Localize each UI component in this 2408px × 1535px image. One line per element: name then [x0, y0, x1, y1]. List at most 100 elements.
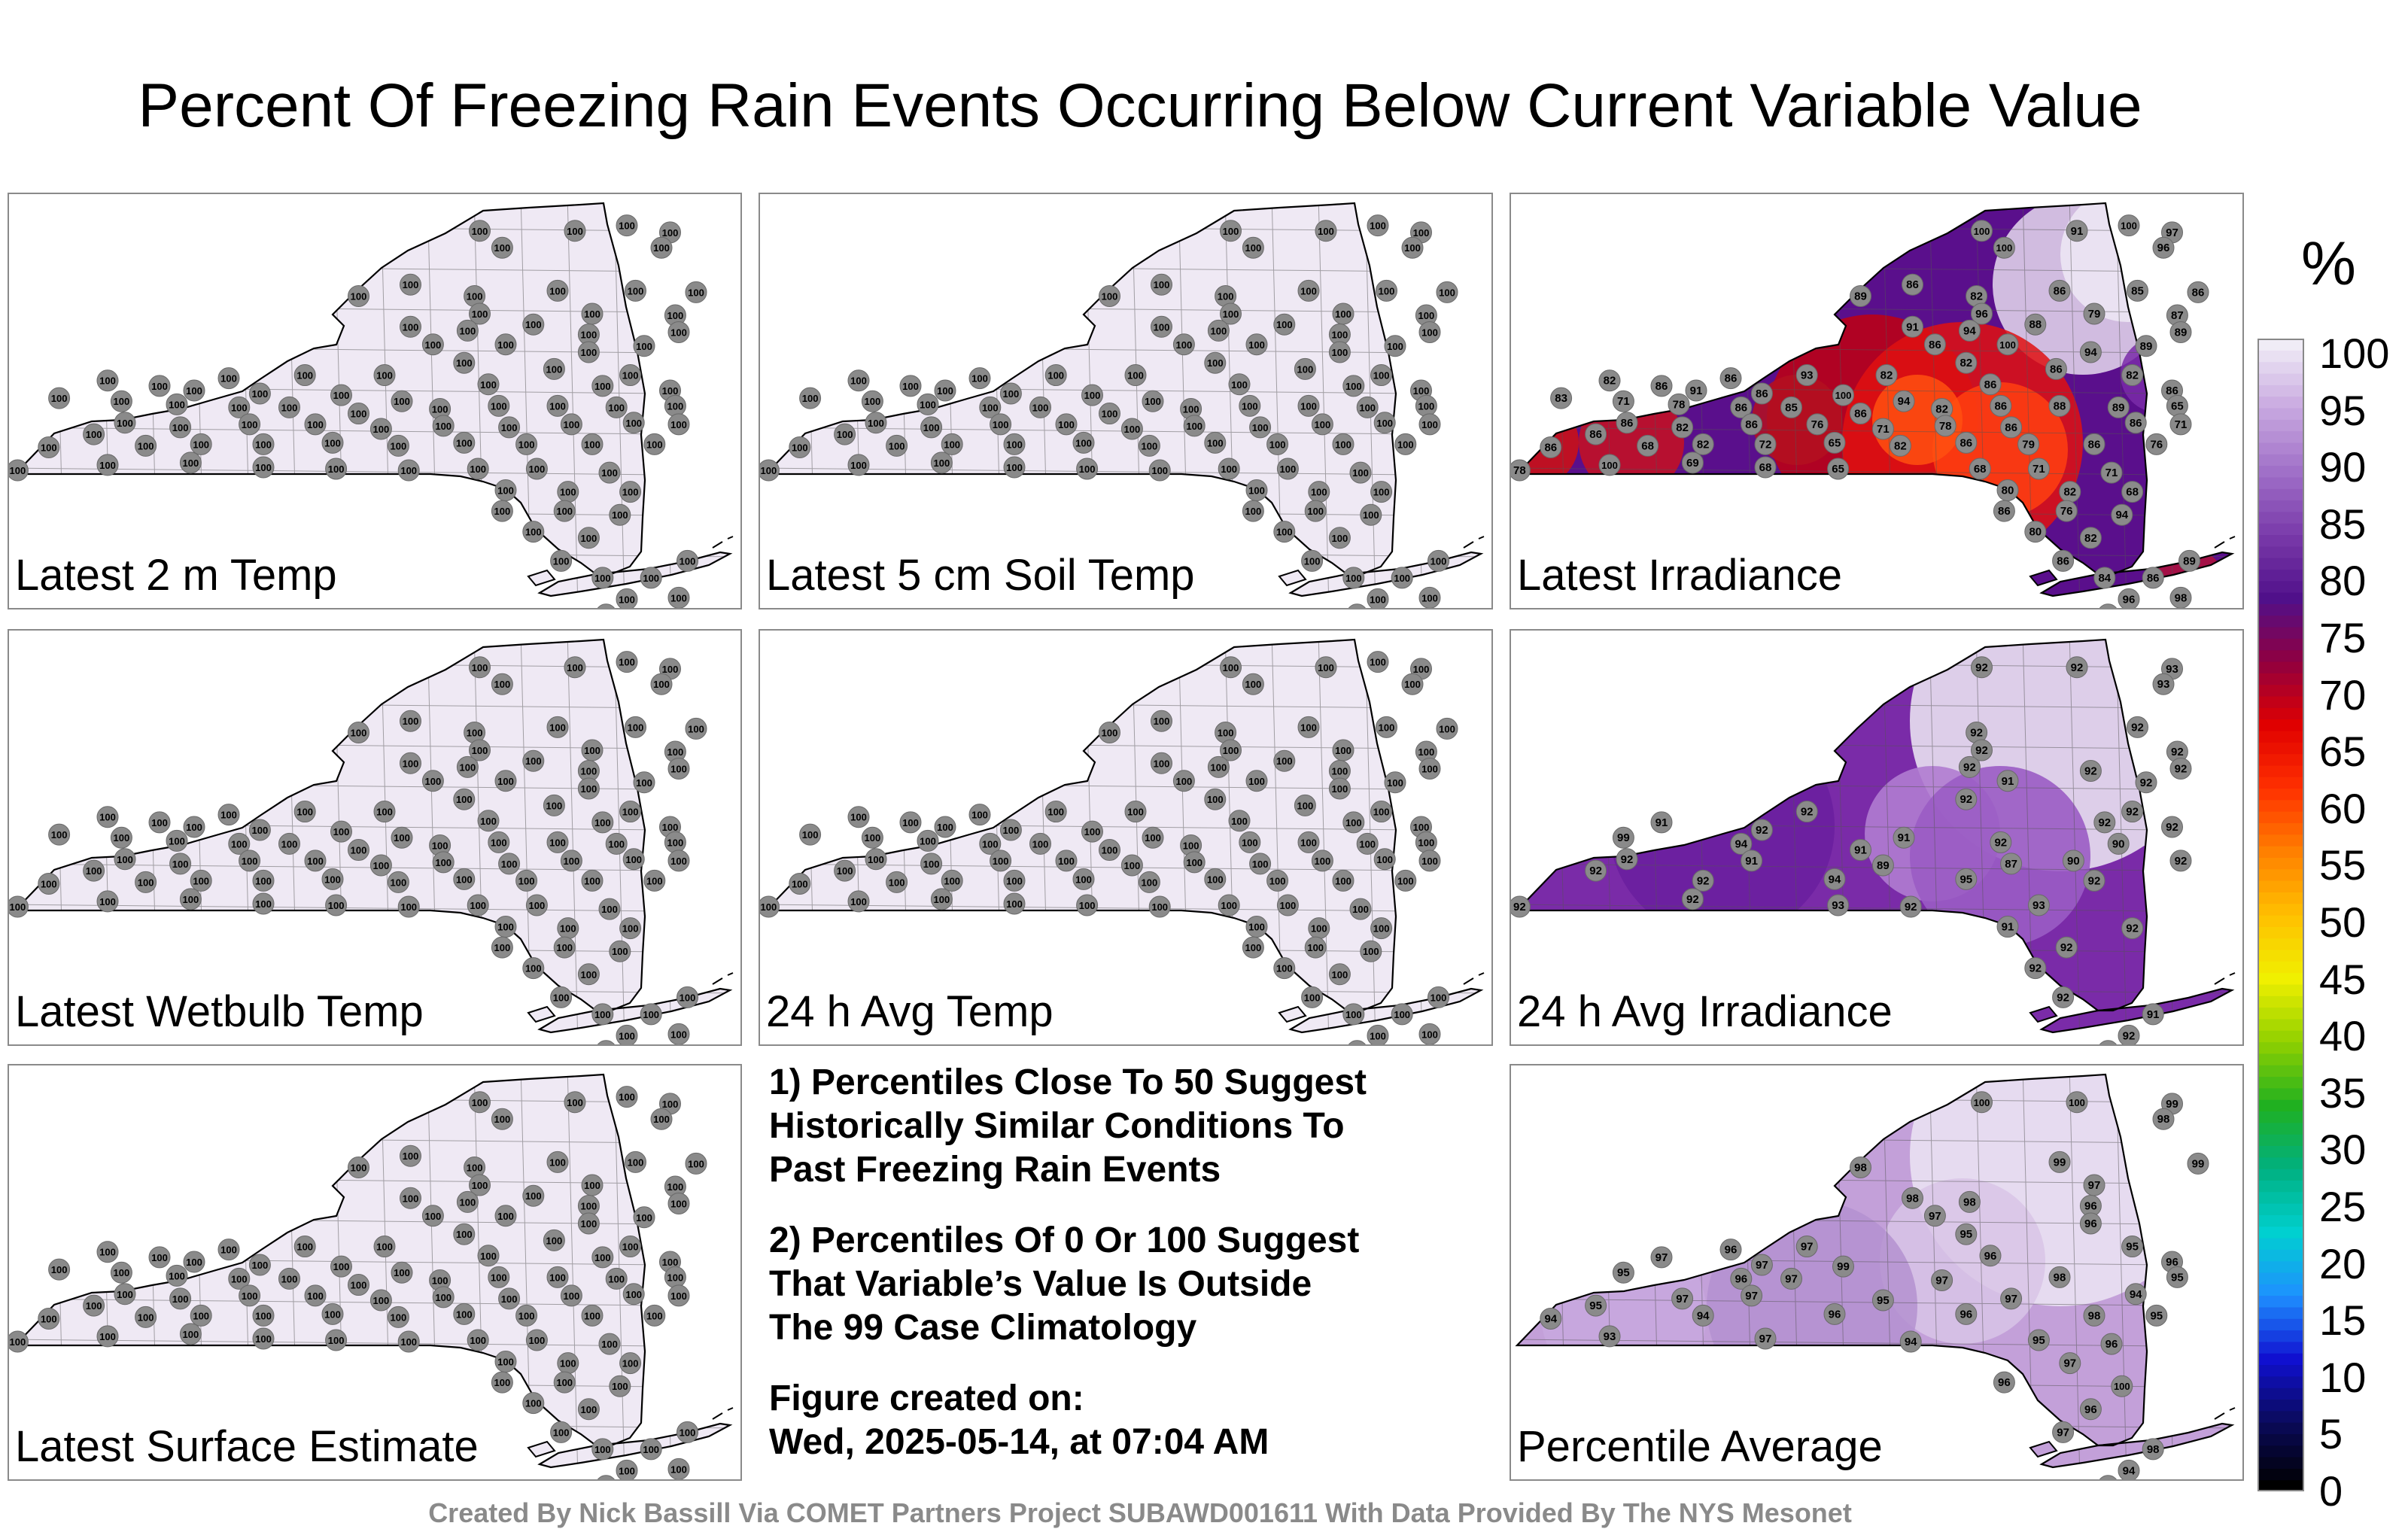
station-marker: 100 — [169, 1287, 192, 1310]
station-marker: 96 — [2079, 1398, 2102, 1421]
station-marker: 100 — [1332, 302, 1354, 325]
station-marker: 100 — [179, 1323, 202, 1345]
station-value: 100 — [1335, 875, 1351, 886]
colorbar-tick-label: 75 — [2319, 614, 2367, 661]
station-value: 100 — [1145, 396, 1161, 407]
station-marker: 100 — [348, 403, 369, 425]
panel-24h-avg-irradiance: 92 92 93 93 92 92 92 92 92 92 92 92 91 92 92 92 92 91 92 91… — [1510, 629, 2244, 1046]
station-value: 78 — [1673, 398, 1686, 411]
station-marker: 91 — [2142, 1003, 2164, 1026]
station-marker: 100 — [321, 1302, 344, 1325]
station-value: 100 — [1186, 421, 1202, 432]
station-marker: 96 — [1823, 1302, 1846, 1325]
station-value: 100 — [556, 506, 573, 517]
station-marker: 100 — [1099, 285, 1120, 307]
colorbar-tick-label: 60 — [2319, 784, 2367, 832]
station-marker: 100 — [1328, 341, 1351, 363]
station-value: 100 — [837, 429, 853, 440]
station-marker: 100 — [1207, 755, 1230, 778]
station-value: 100 — [1176, 339, 1193, 351]
station-marker: 100 — [920, 416, 943, 439]
station-marker: 82 — [1671, 416, 1694, 439]
station-value: 100 — [400, 465, 417, 476]
station-marker: 100 — [1356, 832, 1379, 855]
station-value: 100 — [220, 373, 237, 385]
station-value: 100 — [1300, 837, 1317, 848]
station-value: 100 — [850, 460, 867, 471]
station-value: 100 — [680, 992, 696, 1003]
station-value: 100 — [376, 807, 393, 818]
station-value: 100 — [802, 829, 819, 840]
station-value: 89 — [2175, 326, 2188, 339]
station-value: 99 — [2166, 1098, 2178, 1111]
station-marker: 86 — [1993, 500, 2015, 522]
station-value: 100 — [400, 901, 417, 913]
station-marker: 100 — [9, 459, 29, 482]
station-marker: 93 — [2152, 673, 2175, 695]
station-value: 100 — [1332, 783, 1348, 795]
station-marker: 100 — [135, 434, 157, 457]
station-value: 100 — [497, 485, 514, 497]
station-value: 94 — [2115, 509, 2128, 521]
station-marker: 100 — [190, 1304, 212, 1327]
station-marker: 100 — [515, 869, 538, 892]
station-value: 76 — [2060, 505, 2073, 518]
station-value: 100 — [525, 755, 542, 767]
station-marker: 100 — [1218, 894, 1240, 916]
station-value: 89 — [1854, 290, 1867, 303]
station-value: 98 — [2054, 1271, 2066, 1284]
station-marker: 100 — [799, 387, 822, 409]
station-marker: 100 — [1360, 940, 1382, 962]
station-marker: 100 — [397, 459, 420, 482]
station-marker: 100 — [577, 341, 600, 363]
colorbar-step — [2258, 799, 2304, 812]
station-marker: 100 — [1376, 279, 1397, 302]
station-marker: 90 — [2062, 850, 2084, 872]
station-marker: 95 — [1955, 1223, 1978, 1245]
station-marker: 100 — [546, 716, 569, 738]
station-value: 86 — [1725, 372, 1738, 385]
station-value: 100 — [1006, 898, 1023, 910]
station-value: 100 — [480, 379, 497, 391]
station-marker: 100 — [1220, 302, 1242, 325]
station-marker: 100 — [1297, 394, 1320, 417]
colorbar-step — [2258, 546, 2304, 558]
station-marker: 100 — [581, 739, 604, 761]
station-value: 100 — [1413, 227, 1430, 239]
station-marker: 86 — [1979, 373, 2002, 396]
station-value: 100 — [1280, 900, 1297, 911]
station-marker: 100 — [148, 811, 171, 834]
station-value: 100 — [670, 1198, 687, 1209]
station-value: 92 — [1589, 865, 1602, 877]
station-value: 86 — [1544, 441, 1557, 454]
note-line: Figure created on: — [769, 1378, 1084, 1418]
station-marker: 100 — [664, 740, 686, 763]
station-value: 100 — [1276, 319, 1293, 330]
station-value: 100 — [619, 1030, 635, 1041]
station-value: 100 — [1297, 363, 1314, 375]
colorbar-tick-label: 55 — [2319, 841, 2367, 889]
colorbar-step — [2258, 350, 2304, 363]
station-value: 100 — [564, 856, 580, 867]
station-marker: 97 — [1780, 1267, 1802, 1290]
station-marker: 94 — [1958, 319, 1981, 342]
colorbar-step — [2258, 788, 2304, 801]
station-value: 100 — [324, 874, 341, 885]
station-marker: 100 — [643, 1304, 666, 1327]
colorbar-step — [2258, 1341, 2304, 1354]
colorbar-tick-label: 80 — [2319, 557, 2367, 605]
station-marker: 100 — [148, 375, 171, 397]
station-marker: 100 — [179, 451, 202, 474]
station-marker: 100 — [2118, 214, 2140, 237]
station-marker: 100 — [560, 850, 582, 872]
station-marker: 95 — [1871, 1289, 1894, 1312]
station-value: 84 — [2098, 572, 2111, 585]
station-marker: 100 — [397, 1330, 420, 1353]
station-marker: 100 — [1249, 416, 1272, 439]
station-value: 92 — [1994, 836, 2007, 849]
station-value: 100 — [553, 555, 570, 567]
station-marker: 76 — [2145, 433, 2168, 455]
station-marker: 100 — [633, 1206, 655, 1229]
station-marker: 100 — [1151, 710, 1172, 732]
state-border — [1515, 1073, 2148, 1447]
